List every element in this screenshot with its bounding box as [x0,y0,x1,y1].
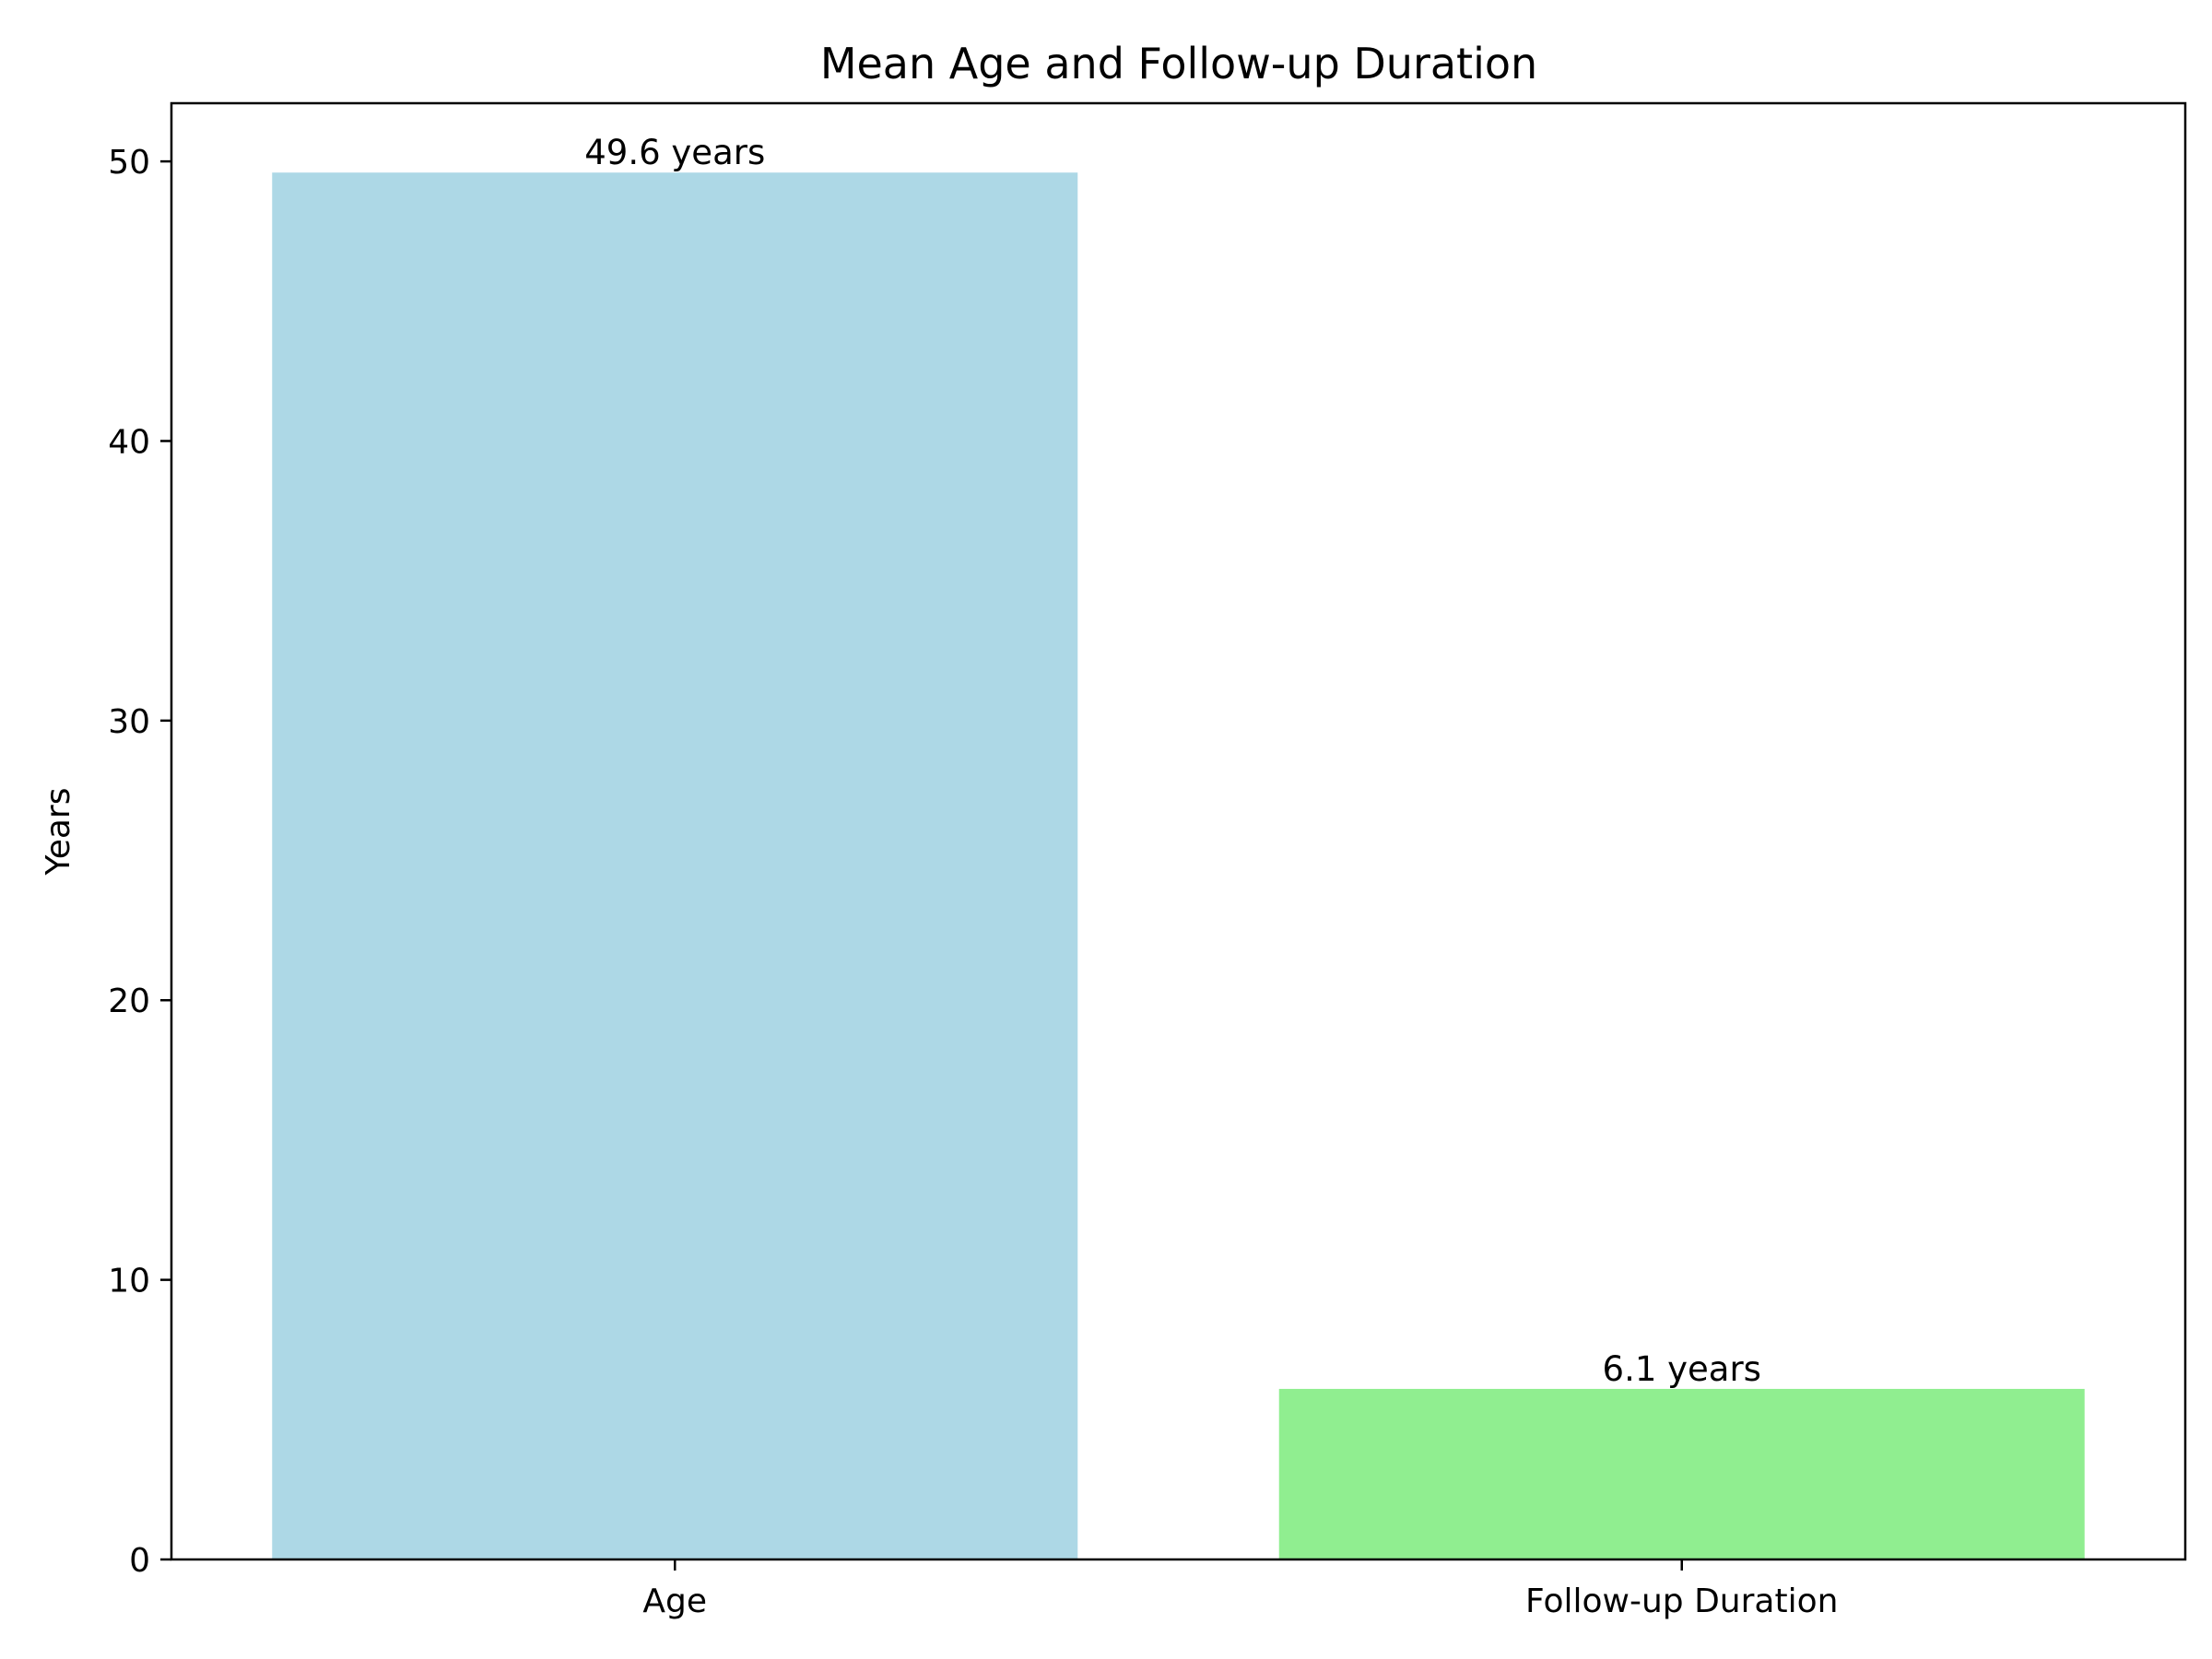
y-axis: 0 10 20 30 40 50 [108,144,171,1580]
x-tick-label-1: Follow-up Duration [1525,1583,1838,1620]
bar-1 [1278,1388,2085,1559]
bar-0 [272,172,1078,1560]
value-label-1: 6.1 years [1603,1349,1761,1389]
y-tick-label-4: 40 [108,423,150,461]
value-label-0: 49.6 years [584,133,765,172]
y-tick-label-0: 0 [129,1542,150,1580]
y-tick-label-2: 20 [108,982,150,1020]
y-axis-label: Years [40,788,77,877]
x-tick-label-0: Age [642,1583,707,1620]
y-tick-label-1: 10 [108,1263,150,1300]
y-tick-label-5: 50 [108,144,150,182]
value-labels-layer: 49.6 years 6.1 years [584,133,1761,1389]
y-tick-label-3: 30 [108,703,150,741]
plot-frame [170,101,2187,1561]
bars-layer [272,172,2085,1560]
chart-title: Mean Age and Follow-up Duration [820,39,1537,88]
x-axis: Age Follow-up Duration [642,1559,1838,1620]
